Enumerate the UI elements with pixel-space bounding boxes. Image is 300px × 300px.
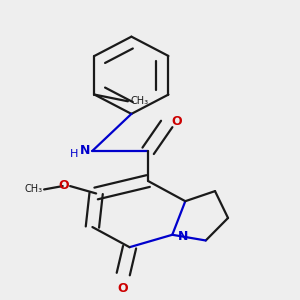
Text: H: H [70, 148, 78, 158]
Text: CH₃: CH₃ [24, 184, 42, 194]
Text: N: N [80, 144, 91, 157]
Text: O: O [58, 179, 69, 192]
Text: O: O [171, 115, 182, 128]
Text: CH₃: CH₃ [131, 96, 149, 106]
Text: O: O [117, 283, 128, 296]
Text: N: N [178, 230, 188, 243]
